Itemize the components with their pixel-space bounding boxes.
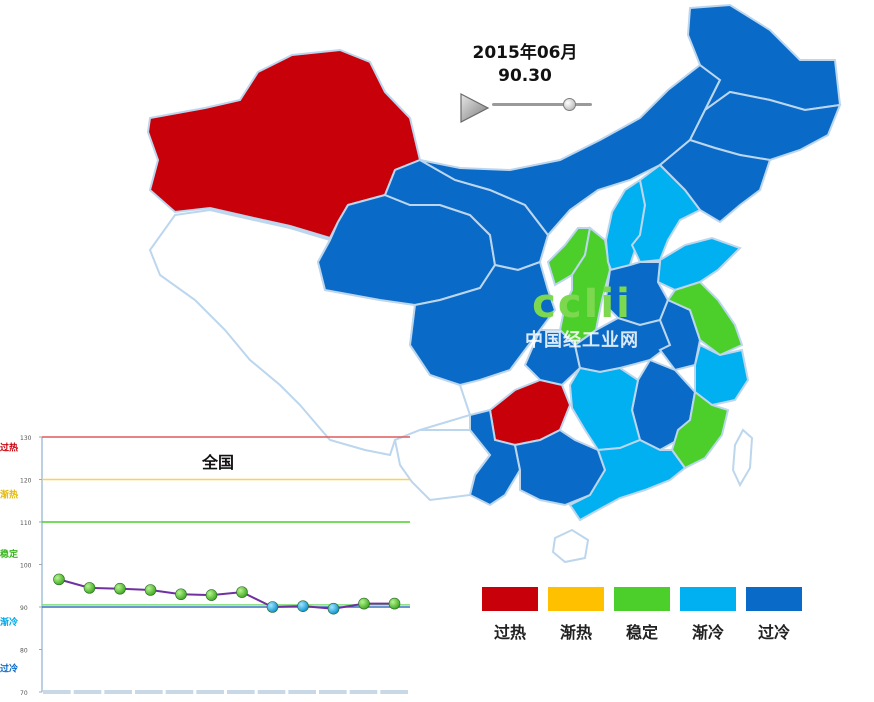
legend-label: 过热 [493,623,526,642]
play-icon [460,93,490,123]
region-zhejiang[interactable] [694,343,750,407]
x-axis-segment [380,690,408,694]
data-point [236,586,248,598]
x-axis-segment [349,690,378,694]
x-axis-segment [73,690,102,694]
x-axis-segment [257,690,286,694]
timeline-slider[interactable] [492,98,592,111]
region-hunan[interactable] [568,366,642,452]
data-point [53,573,65,586]
region-hainan[interactable] [551,528,590,564]
zone-label: 过热 [0,442,18,454]
region-taiwan[interactable] [731,428,754,488]
legend-item: 渐冷 [680,587,736,643]
data-point [297,600,309,612]
region-guangdong[interactable] [568,438,687,522]
region-sichuan[interactable] [408,260,557,387]
legend-swatch [614,587,670,611]
data-point [205,589,218,601]
x-axis-segment [135,690,163,694]
legend-label: 过冷 [757,623,790,642]
data-point [358,597,370,610]
legend-item: 稳定 [614,587,670,643]
slider-thumb[interactable] [563,98,577,111]
x-axis-segment [288,690,316,694]
data-point [388,597,401,610]
data-point [175,588,187,601]
zone-label: 稳定 [0,548,19,560]
zone-label: 渐热 [0,488,18,500]
x-axis-segment [196,690,224,694]
y-tick-label: 110 [20,520,32,527]
zone-label: 渐冷 [0,616,18,628]
legend-label: 渐冷 [691,623,724,642]
map-legend: 过热 渐热 稳定 渐冷 过冷 [482,587,812,647]
zone-label: 过冷 [0,663,18,675]
y-tick-label: 90 [20,605,28,612]
y-tick-label: 100 [20,563,32,570]
x-axis-segment [43,690,71,694]
region-fujian[interactable] [670,390,730,470]
x-axis-segment [319,690,347,694]
legend-label: 渐热 [559,623,592,642]
y-tick-label: 80 [20,648,28,655]
legend-label: 稳定 [625,623,658,642]
index-value-label: 90.30 [498,66,552,86]
date-label: 2015年06月 [472,43,578,63]
x-axis-segment [227,690,255,694]
region-henan[interactable] [603,261,670,327]
region-chongqing[interactable] [523,329,582,387]
national-index-chart: 70 80 90 100 110 120 130 过热渐热稳定渐冷过冷 全国 [0,428,418,702]
y-tick-label: 120 [20,478,32,485]
legend-swatch [482,587,538,611]
legend-swatch [746,587,802,611]
y-tick-label: 130 [20,435,32,442]
y-tick-label: 70 [20,690,28,697]
data-point [266,601,279,613]
legend-item: 过热 [482,587,538,643]
legend-item: 过冷 [746,587,802,643]
data-point [144,584,157,596]
x-axis-segment [104,690,132,694]
data-point [114,582,126,595]
data-point [327,602,340,615]
chart-title: 全国 [201,453,234,472]
region-jiangsu[interactable] [666,280,744,357]
play-button[interactable] [458,92,490,124]
region-yunnan[interactable] [468,408,522,507]
data-point [83,582,96,594]
legend-item: 渐热 [548,587,604,643]
region-shandong[interactable] [656,236,742,292]
region-hebei[interactable] [630,163,702,264]
x-axis-segment [165,690,194,694]
legend-swatch [680,587,736,611]
legend-swatch [548,587,604,611]
